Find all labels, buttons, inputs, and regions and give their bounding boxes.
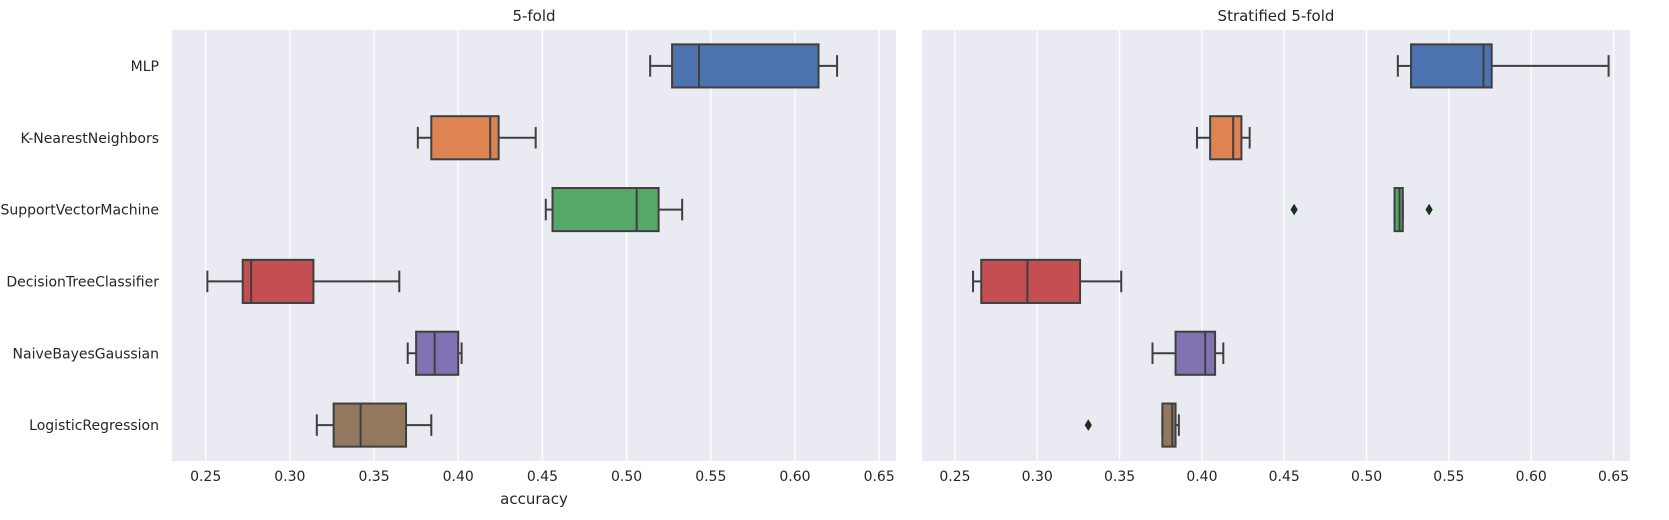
box-LogisticRegression <box>332 402 408 448</box>
box-SupportVectorMachine <box>551 187 660 233</box>
x-tick-label: 0.30 <box>274 469 305 485</box>
x-tick-label: 0.60 <box>779 469 810 485</box>
panel-title: 5-fold <box>512 7 555 25</box>
box-K-NearestNeighbors <box>430 115 500 161</box>
y-tick-label: MLP <box>131 59 159 75</box>
x-tick-label: 0.35 <box>1104 469 1135 485</box>
y-tick-label: SupportVectorMachine <box>0 203 159 219</box>
x-axis-label: accuracy <box>500 490 568 508</box>
outlier-point <box>1425 203 1433 216</box>
y-tick-label: LogisticRegression <box>29 418 159 434</box>
y-tick-label: K-NearestNeighbors <box>20 131 159 147</box>
x-tick-label: 0.35 <box>358 469 389 485</box>
panel-title: Stratified 5-fold <box>1218 7 1335 25</box>
x-tick-label: 0.55 <box>695 469 726 485</box>
x-tick-label: 0.50 <box>611 469 642 485</box>
outlier-point <box>1290 203 1298 216</box>
y-tick-label: DecisionTreeClassifier <box>6 274 159 290</box>
y-tick-label: NaiveBayesGaussian <box>13 346 159 362</box>
x-tick-label: 0.65 <box>1598 469 1629 485</box>
x-tick-label: 0.25 <box>190 469 221 485</box>
x-tick-label: 0.50 <box>1351 469 1382 485</box>
x-tick-label: 0.40 <box>1186 469 1217 485</box>
x-tick-label: 0.55 <box>1433 469 1464 485</box>
box-NaiveBayesGaussian <box>415 330 460 376</box>
outlier-point <box>1084 419 1092 431</box>
box-DecisionTreeClassifier <box>980 258 1082 304</box>
x-tick-label: 0.30 <box>1022 469 1053 485</box>
x-tick-label: 0.45 <box>527 469 558 485</box>
plot-area <box>172 30 896 461</box>
box-MLP <box>1410 43 1493 89</box>
plot-area <box>922 30 1630 461</box>
x-tick-label: 0.65 <box>864 469 895 485</box>
x-tick-label: 0.45 <box>1269 469 1300 485</box>
box-LogisticRegression <box>1161 402 1177 448</box>
box-NaiveBayesGaussian <box>1174 330 1217 376</box>
panel-5-fold: 0.25 0.30 0.35 0.40 0.45 0.50 0.55 0.60 0.65 5-fo… <box>0 7 896 508</box>
box-DecisionTreeClassifier <box>241 258 315 304</box>
panel-stratified-5-fold: 0.25 0.30 0.35 0.40 0.45 0.50 0.55 0.60 0.65 Stra… <box>922 7 1630 485</box>
x-tick-label: 0.25 <box>939 469 970 485</box>
x-tick-label: 0.60 <box>1516 469 1547 485</box>
x-tick-label: 0.40 <box>443 469 474 485</box>
box-MLP <box>671 43 820 89</box>
box-K-NearestNeighbors <box>1209 115 1243 161</box>
